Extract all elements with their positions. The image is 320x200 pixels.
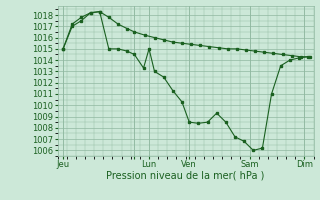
X-axis label: Pression niveau de la mer( hPa ): Pression niveau de la mer( hPa ) [107,171,265,181]
